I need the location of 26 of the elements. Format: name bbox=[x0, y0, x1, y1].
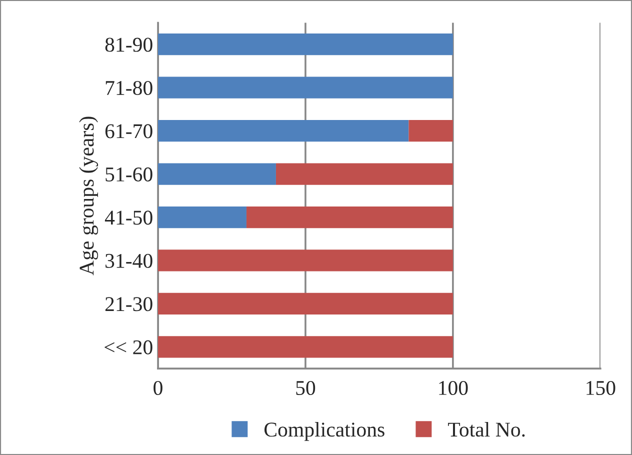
y-tick-label: 81-90 bbox=[105, 38, 152, 52]
bar bbox=[158, 76, 453, 98]
bar bbox=[158, 250, 453, 272]
y-tick-label: 41-50 bbox=[104, 210, 152, 225]
bar bbox=[158, 34, 453, 56]
bar bbox=[158, 336, 453, 358]
bar bbox=[158, 292, 453, 315]
y-tick-label: 51-60 bbox=[106, 167, 152, 182]
y-tick-label: << 20 bbox=[104, 340, 152, 354]
x-tick-label: 150 bbox=[586, 380, 616, 396]
legend-label: Complications bbox=[264, 422, 384, 441]
y-axis-title: Age groups (years) bbox=[79, 116, 98, 276]
y-tick-label: 61-70 bbox=[105, 124, 152, 138]
y-tick-label: 71-80 bbox=[106, 80, 152, 96]
y-tick-label: 31-40 bbox=[106, 254, 152, 268]
bar bbox=[158, 163, 276, 185]
legend-label: Total No. bbox=[448, 422, 525, 437]
bar bbox=[158, 120, 409, 142]
x-tick-label: 50 bbox=[296, 380, 316, 396]
bar bbox=[246, 206, 453, 228]
bar bbox=[158, 206, 246, 228]
bar bbox=[408, 120, 453, 142]
bar bbox=[276, 163, 453, 185]
x-tick-label: 100 bbox=[439, 380, 468, 396]
y-tick-label: 21-30 bbox=[105, 297, 152, 312]
x-tick-label: 0 bbox=[154, 380, 162, 396]
